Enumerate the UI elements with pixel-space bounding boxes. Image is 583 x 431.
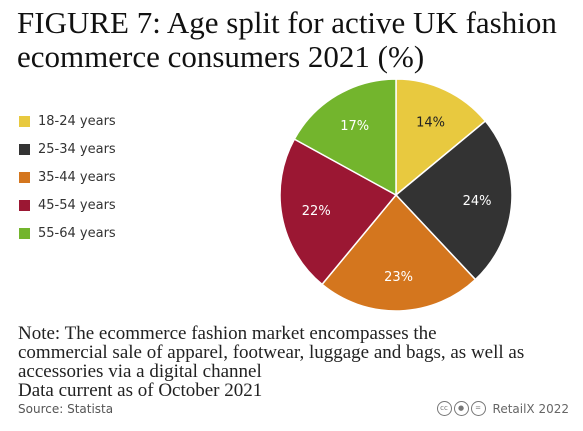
legend-swatch — [19, 115, 30, 127]
source-text: Source: Statista — [18, 402, 114, 416]
note-line: commercial sale of apparel, footwear, lu… — [18, 342, 525, 363]
pie-chart: 14% 24% 23% 22% 17% — [279, 78, 513, 312]
legend: 18-24 years 25-34 years 35-44 years 45-5… — [19, 107, 116, 247]
note: Note: The ecommerce fashion market encom… — [18, 324, 578, 400]
pie-slice — [395, 78, 487, 197]
legend-item: 35-44 years — [19, 163, 116, 191]
slice-label: 14% — [416, 116, 445, 131]
legend-item: 18-24 years — [19, 107, 116, 135]
legend-swatch — [19, 227, 30, 239]
note-line: accessories via a digital channel — [18, 361, 262, 382]
legend-item: 45-54 years — [19, 191, 116, 219]
cc-icon: cc — [436, 401, 452, 416]
legend-label: 55-64 years — [38, 225, 116, 241]
note-line: Data current as of October 2021 — [18, 380, 263, 401]
legend-swatch — [19, 199, 30, 211]
legend-item: 25-34 years — [19, 135, 116, 163]
slice-label: 23% — [384, 270, 413, 285]
pie-slice — [321, 193, 477, 312]
attribution-icon: ● — [453, 401, 469, 416]
slice-label: 17% — [340, 119, 369, 134]
legend-label: 25-34 years — [38, 141, 116, 157]
pie-slice — [279, 138, 398, 286]
legend-label: 45-54 years — [38, 197, 116, 213]
pie-slice — [394, 120, 513, 281]
slice-label: 22% — [302, 204, 331, 219]
legend-swatch — [19, 171, 30, 183]
noderivatives-icon: = — [470, 401, 486, 416]
legend-item: 55-64 years — [19, 219, 116, 247]
chart-title: FIGURE 7: Age split for active UK fashio… — [17, 5, 557, 74]
note-line: Note: The ecommerce fashion market encom… — [18, 323, 437, 344]
legend-swatch — [19, 143, 30, 155]
brand-label: RetailX 2022 — [492, 401, 569, 416]
slice-label: 24% — [463, 194, 492, 209]
legend-label: 18-24 years — [38, 113, 116, 129]
legend-label: 35-44 years — [38, 169, 116, 185]
pie-slice — [293, 78, 397, 197]
footer-credit: cc ● = RetailX 2022 — [436, 401, 569, 416]
